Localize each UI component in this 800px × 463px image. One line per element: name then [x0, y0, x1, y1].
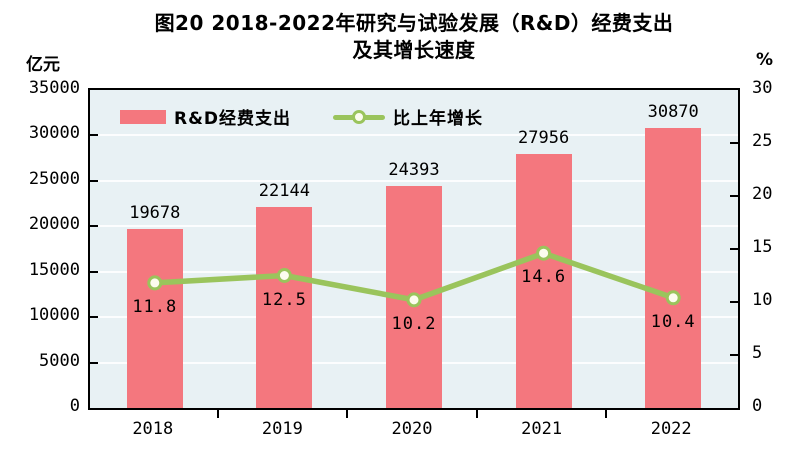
line-marker	[665, 290, 681, 306]
left-axis-label: 5000	[39, 350, 80, 371]
right-axis-tick	[730, 301, 738, 303]
left-axis-label: 0	[69, 396, 80, 416]
growth-line-chart	[147, 245, 681, 308]
left-axis-tick	[90, 179, 98, 182]
chart-title: 图20 2018-2022年研究与试验发展（R&D）经费支出 及其增长速度	[0, 10, 800, 64]
line-value-label: 11.8	[132, 296, 178, 317]
right-axis-tick	[730, 195, 738, 197]
x-axis-label-2020: 2020	[391, 419, 433, 439]
left-axis-tick	[90, 225, 98, 228]
line-swatch-marker	[352, 109, 367, 124]
bar-value-label: 19678	[129, 203, 181, 224]
right-axis-unit: %	[756, 50, 774, 70]
x-axis-label-2021: 2021	[521, 419, 563, 439]
chart-title-line2: 及其增长速度	[352, 38, 476, 62]
plot-inner: 19678 22144 24393 27956 30870 11.8 12.5 10.2 14.…	[90, 90, 738, 408]
left-axis-tick	[90, 270, 98, 273]
legend-bar-label: R&D经费支出	[174, 109, 292, 129]
bar-2018	[126, 229, 183, 408]
legend: R&D经费支出 比上年增长	[120, 104, 483, 129]
legend-item-line: 比上年增长	[333, 104, 483, 129]
legend-line-label: 比上年增长	[393, 109, 484, 129]
left-axis-tick	[90, 316, 98, 319]
line-marker	[406, 292, 422, 308]
left-axis-label: 25000	[28, 168, 80, 189]
gridline	[90, 179, 738, 182]
bar-2022	[645, 127, 702, 408]
right-axis-tick	[730, 354, 738, 356]
line-marker	[536, 245, 552, 261]
bar-value-label: 24393	[388, 160, 440, 181]
left-axis-label: 30000	[28, 123, 80, 144]
right-axis-tick	[730, 142, 738, 144]
bar-swatch-icon	[120, 109, 166, 124]
left-axis-label: 15000	[28, 259, 80, 280]
right-axis-label: 30	[752, 78, 773, 98]
bar-2019	[256, 206, 313, 408]
x-axis-tick	[346, 410, 349, 418]
right-axis-tick	[730, 248, 738, 250]
left-axis-tick	[90, 361, 98, 364]
line-marker	[147, 275, 163, 291]
line-value-label: 14.6	[521, 267, 567, 288]
left-axis-label: 35000	[28, 78, 80, 98]
line-marker	[276, 268, 292, 283]
line-swatch-icon	[333, 109, 386, 124]
plot-area: 19678 22144 24393 27956 30870 11.8 12.5 10.2 14.…	[88, 88, 740, 410]
line-value-label: 10.4	[650, 311, 696, 332]
x-axis-label-2022: 2022	[650, 419, 692, 439]
bar-value-label: 30870	[647, 101, 699, 122]
line-value-label: 10.2	[391, 313, 437, 334]
right-axis-label: 10	[752, 290, 773, 310]
legend-item-bar: R&D经费支出	[120, 104, 291, 129]
x-axis-tick	[605, 410, 608, 418]
chart-title-line1: 图20 2018-2022年研究与试验发展（R&D）经费支出	[154, 11, 674, 35]
x-axis-label-2019: 2019	[261, 419, 303, 439]
gridline	[90, 134, 738, 137]
bar-2021	[515, 154, 572, 408]
line-value-label: 12.5	[261, 289, 307, 310]
bar-value-label: 27956	[518, 127, 570, 148]
x-axis-label-2018: 2018	[132, 419, 174, 439]
left-axis-tick	[90, 134, 98, 137]
x-axis-tick	[216, 410, 219, 418]
right-axis-label: 15	[752, 237, 773, 257]
left-axis-unit: 亿元	[26, 55, 60, 75]
right-axis-label: 0	[752, 396, 763, 416]
x-axis-tick	[475, 410, 478, 418]
bar-value-label: 22144	[258, 180, 310, 201]
right-axis-label: 20	[752, 184, 773, 204]
right-axis-label: 25	[752, 131, 773, 151]
left-axis-label: 20000	[28, 214, 80, 235]
right-axis-label: 5	[752, 343, 763, 363]
left-axis-label: 10000	[28, 305, 80, 326]
